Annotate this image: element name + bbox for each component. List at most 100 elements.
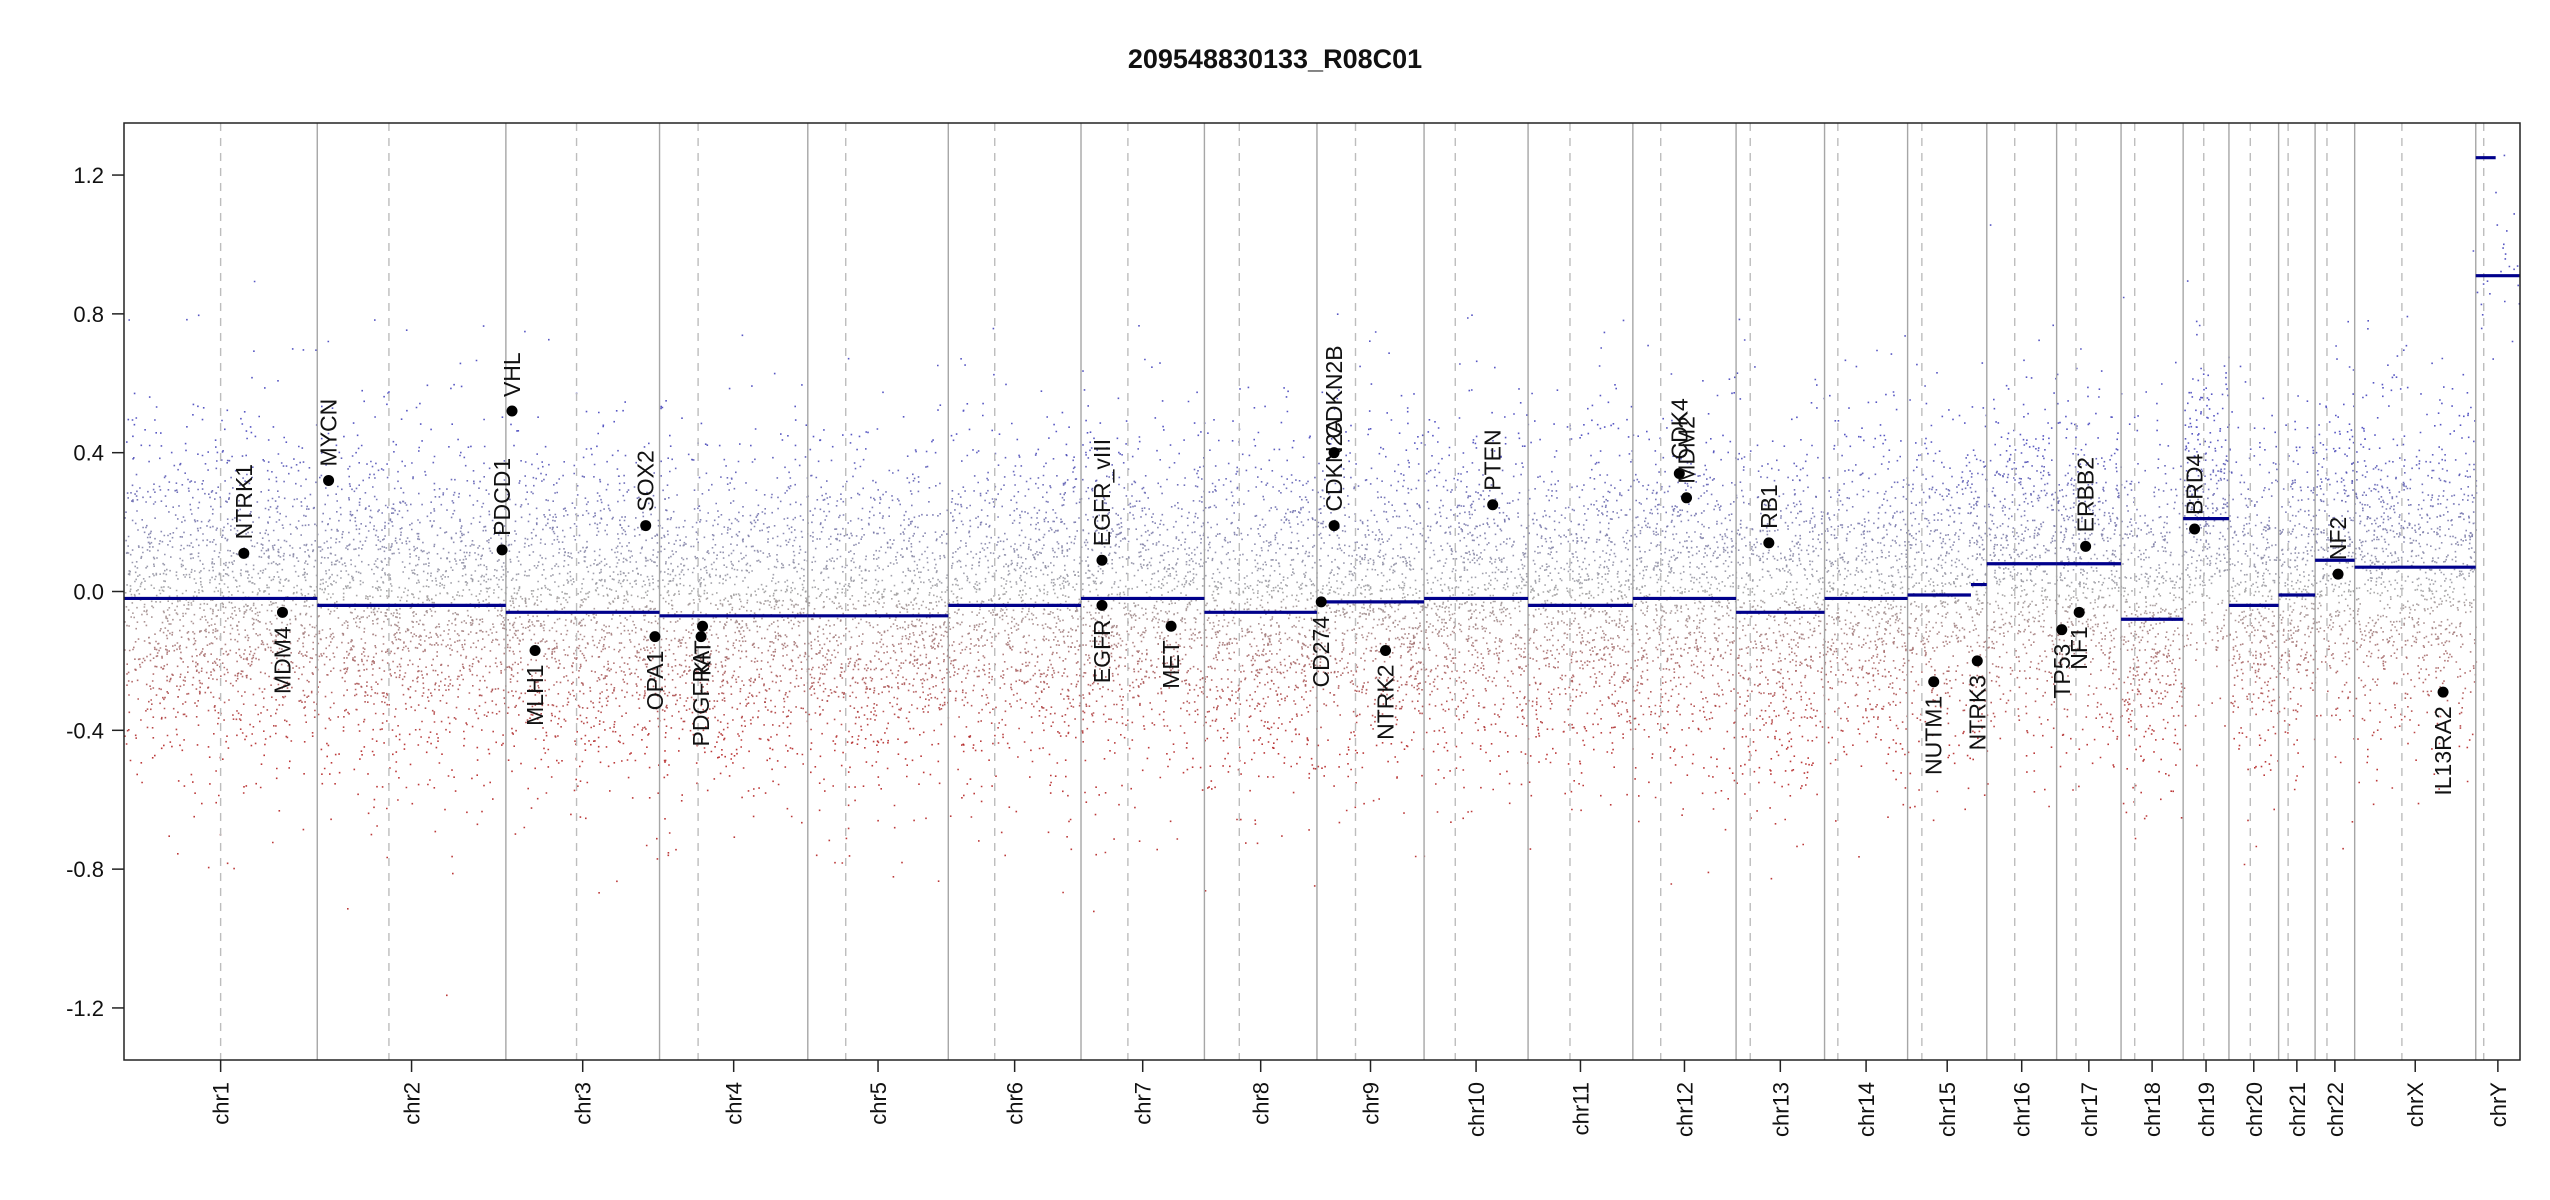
probe-points-chr8 bbox=[1264, 683, 1307, 686]
probe-points-chr12 bbox=[1657, 578, 1698, 581]
probe-points-chr19 bbox=[2188, 586, 2191, 589]
probe-points-chr1 bbox=[129, 584, 311, 588]
probe-points-chr21 bbox=[2288, 724, 2291, 726]
probe-points-chr19 bbox=[2218, 538, 2221, 540]
probe-points-chr13 bbox=[1763, 601, 1766, 604]
probe-points-chr18 bbox=[2122, 296, 2177, 432]
probe-points-chr8 bbox=[1215, 614, 1291, 617]
probe-points-chr18 bbox=[2153, 491, 2155, 494]
probe-points-chr5 bbox=[901, 683, 906, 686]
probe-points-chr4 bbox=[662, 597, 807, 600]
probe-points-chr8 bbox=[1230, 658, 1299, 661]
probe-points-chr7 bbox=[1134, 504, 1176, 507]
probe-points-chr3 bbox=[543, 478, 601, 481]
probe-points-chr13 bbox=[1761, 670, 1823, 673]
probe-points-chrX bbox=[2359, 630, 2456, 634]
probe-points-chr15 bbox=[1908, 626, 1956, 629]
probe-points-chr7 bbox=[1098, 603, 1191, 606]
probe-points-chr13 bbox=[1781, 744, 1783, 747]
probe-points-chr4 bbox=[757, 503, 802, 507]
probe-points-chrX bbox=[2358, 620, 2401, 623]
probe-points-chr11 bbox=[1572, 675, 1625, 678]
probe-points-chrX bbox=[2439, 669, 2442, 672]
probe-points-chr12 bbox=[1648, 736, 1650, 738]
probe-points-chr4 bbox=[737, 460, 754, 463]
probe-points-chr18 bbox=[2145, 597, 2183, 600]
probe-points-chr14 bbox=[1877, 541, 1879, 544]
probe-points-chr18 bbox=[2127, 510, 2129, 512]
probe-points-chr4 bbox=[663, 584, 789, 588]
probe-points-chr13 bbox=[1741, 735, 1804, 738]
probe-points-chr16 bbox=[1990, 539, 2056, 542]
probe-points-chr8 bbox=[1257, 671, 1303, 674]
probe-points-chr6 bbox=[961, 681, 1046, 684]
probe-points-chr4 bbox=[677, 640, 795, 643]
probe-points-chr4 bbox=[659, 593, 757, 596]
probe-points-chr16 bbox=[2014, 449, 2046, 451]
probe-points-chr11 bbox=[1578, 582, 1633, 585]
probe-points-chr21 bbox=[2295, 546, 2313, 549]
probe-points-chr2 bbox=[336, 646, 507, 649]
probe-points-chr3 bbox=[582, 546, 618, 549]
probe-points-chr10 bbox=[1434, 705, 1518, 708]
probe-points-chrX bbox=[2402, 526, 2421, 529]
probe-points-chr2 bbox=[368, 476, 414, 480]
probe-points-chr7 bbox=[1082, 696, 1135, 699]
probe-points-chr15 bbox=[1911, 712, 1983, 715]
probe-points-chr15 bbox=[1928, 545, 1981, 549]
probe-points-chr10 bbox=[1426, 636, 1523, 639]
probe-points-chr12 bbox=[1642, 713, 1681, 716]
probe-points-chr10 bbox=[1428, 647, 1430, 649]
probe-points-chr1 bbox=[159, 701, 226, 705]
probe-points-chr14 bbox=[1825, 558, 1901, 562]
probe-points-chr6 bbox=[975, 516, 1080, 519]
probe-points-chrX bbox=[2366, 517, 2465, 521]
probe-points-chr13 bbox=[1815, 736, 1818, 739]
probe-points-chr13 bbox=[1764, 709, 1818, 712]
probe-points-chr13 bbox=[1751, 579, 1820, 582]
probe-points-chr13 bbox=[1743, 602, 1818, 605]
probe-points-chr21 bbox=[2300, 611, 2302, 614]
probe-points-chr12 bbox=[1650, 709, 1736, 713]
probe-points-chr10 bbox=[1440, 498, 1520, 502]
probe-points-chr12 bbox=[1710, 583, 1712, 586]
probe-points-chr10 bbox=[1443, 642, 1488, 645]
probe-points-chr3 bbox=[557, 723, 639, 726]
probe-points-chr15 bbox=[1909, 649, 1988, 652]
probe-points-chrX bbox=[2436, 722, 2439, 725]
probe-points-chr4 bbox=[725, 657, 757, 660]
probe-points-chr11 bbox=[1584, 557, 1586, 560]
probe-points-chr19 bbox=[2198, 553, 2225, 557]
probe-points-chr4 bbox=[764, 689, 767, 691]
probe-points-chr20 bbox=[2240, 727, 2242, 729]
probe-points-chr8 bbox=[1291, 594, 1298, 597]
probe-points-chr4 bbox=[661, 670, 809, 673]
probe-points-chr1 bbox=[174, 644, 209, 647]
probe-points-chr7 bbox=[1127, 502, 1132, 506]
probe-points-chrX bbox=[2426, 711, 2463, 714]
probe-points-chr19 bbox=[2184, 607, 2187, 609]
probe-points-chr1 bbox=[141, 660, 311, 664]
probe-points-chr16 bbox=[2001, 607, 2004, 610]
probe-points-chr18 bbox=[2127, 676, 2129, 679]
probe-points-chr18 bbox=[2154, 655, 2170, 658]
probe-points-chr3 bbox=[628, 542, 630, 544]
probe-points-chr20 bbox=[2230, 612, 2261, 615]
probe-points-chr17 bbox=[2059, 489, 2061, 492]
probe-points-chr5 bbox=[814, 637, 936, 641]
probe-points-chr11 bbox=[1548, 546, 1627, 549]
probe-points-chr1 bbox=[131, 561, 306, 565]
probe-points-chr18 bbox=[2152, 627, 2179, 630]
probe-points-chr2 bbox=[341, 535, 462, 539]
probe-points-chr6 bbox=[958, 643, 1008, 645]
probe-points-chr14 bbox=[1833, 618, 1897, 622]
probe-points-chr3 bbox=[528, 619, 657, 623]
probe-points-chr8 bbox=[1214, 485, 1274, 488]
probe-points-chr2 bbox=[357, 571, 432, 575]
probe-points-chr2 bbox=[428, 736, 430, 739]
probe-points-chr4 bbox=[785, 744, 787, 747]
probe-points-chr21 bbox=[2295, 718, 2298, 720]
probe-points-chr4 bbox=[781, 439, 784, 441]
probe-points-chr20 bbox=[2240, 667, 2275, 671]
probe-points-chr7 bbox=[1089, 441, 1103, 444]
